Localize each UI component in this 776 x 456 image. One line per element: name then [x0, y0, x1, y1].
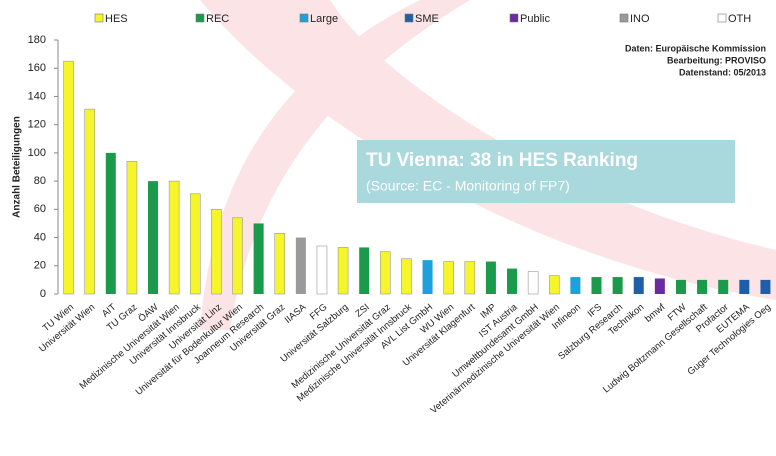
legend-label: Public — [520, 13, 550, 25]
bar — [211, 209, 221, 294]
bar — [570, 277, 580, 294]
legend-swatch — [620, 14, 628, 22]
y-tick-label: 160 — [28, 62, 46, 74]
callout-subtitle: (Source: EC - Monitoring of FP7) — [366, 178, 570, 194]
bar — [317, 246, 327, 294]
x-tick-label: bmwf — [643, 302, 668, 325]
bar — [444, 262, 454, 294]
y-tick-label: 120 — [28, 119, 46, 131]
note: Datenstand: 05/2013 — [679, 67, 766, 77]
bar — [169, 181, 179, 294]
note: Daten: Europäische Kommission — [625, 43, 766, 53]
y-tick-label: 0 — [40, 288, 46, 300]
legend-label: REC — [206, 13, 229, 25]
bar — [338, 247, 348, 294]
legend-swatch — [718, 14, 726, 22]
bar — [64, 61, 74, 294]
y-tick-label: 20 — [34, 260, 46, 272]
y-tick-label: 80 — [34, 175, 46, 187]
bar — [739, 280, 749, 294]
bar — [148, 181, 158, 294]
legend-swatch — [196, 14, 204, 22]
bar — [380, 252, 390, 294]
bar — [465, 262, 475, 294]
y-tick-label: 60 — [34, 203, 46, 215]
bar — [697, 280, 707, 294]
legend-label: OTH — [728, 13, 751, 25]
y-axis-label: Anzahl Beteiligungen — [12, 116, 23, 218]
chart: Anzahl Beteiligungen Daten: Europäische … — [0, 0, 776, 456]
bar — [613, 277, 623, 294]
y-tick-label: 140 — [28, 90, 46, 102]
bar — [106, 153, 116, 294]
bar — [296, 238, 306, 294]
bar — [359, 247, 369, 294]
legend-label: HES — [105, 13, 128, 25]
bar — [401, 259, 411, 294]
x-tick-label: IIASA — [283, 301, 309, 325]
callout-title: TU Vienna: 38 in HES Ranking — [366, 150, 638, 171]
bar — [85, 109, 95, 294]
bar — [634, 277, 644, 294]
bar — [423, 260, 433, 294]
legend-swatch — [510, 14, 518, 22]
bar — [507, 269, 517, 294]
bar — [233, 218, 243, 294]
bar — [760, 280, 770, 294]
bar — [655, 278, 665, 294]
legend-label: INO — [630, 13, 650, 25]
bar — [676, 280, 686, 294]
bar — [718, 280, 728, 294]
bar — [549, 276, 559, 294]
bar — [190, 194, 200, 294]
legend-swatch — [95, 14, 103, 22]
bar — [486, 262, 496, 294]
legend-label: SME — [415, 13, 439, 25]
bar — [275, 233, 285, 294]
legend-swatch — [405, 14, 413, 22]
y-tick-label: 180 — [28, 34, 46, 46]
bar — [528, 271, 538, 294]
legend-swatch — [300, 14, 308, 22]
bar — [127, 161, 137, 294]
y-tick-label: 100 — [28, 147, 46, 159]
bar — [592, 277, 602, 294]
note: Bearbeitung: PROVISO — [667, 55, 766, 65]
y-tick-label: 40 — [34, 231, 46, 243]
legend-label: Large — [310, 13, 338, 25]
bar — [254, 223, 264, 294]
